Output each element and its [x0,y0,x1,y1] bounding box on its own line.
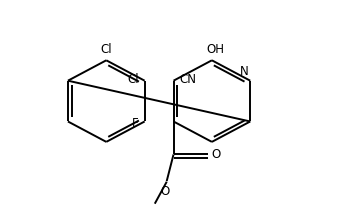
Text: F: F [132,116,139,130]
Text: Cl: Cl [101,43,112,56]
Text: O: O [212,148,221,161]
Text: O: O [160,185,170,198]
Text: CN: CN [180,73,197,86]
Text: N: N [240,65,249,78]
Text: Cl: Cl [127,73,139,86]
Text: OH: OH [206,43,224,56]
